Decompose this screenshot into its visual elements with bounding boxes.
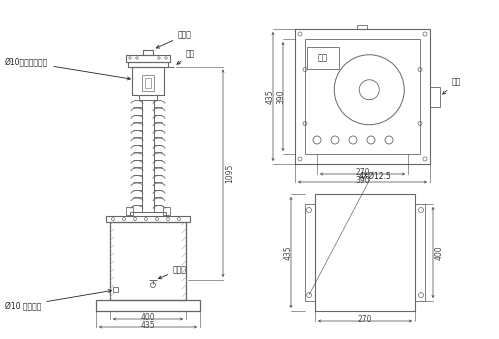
- Text: 400: 400: [141, 313, 155, 322]
- Bar: [139, 95, 157, 100]
- Bar: [315, 194, 415, 311]
- Bar: [163, 207, 170, 215]
- Bar: [96, 300, 200, 311]
- Text: 吸江: 吸江: [443, 78, 461, 94]
- Text: 1095: 1095: [225, 163, 234, 183]
- Bar: [126, 55, 170, 61]
- Text: 油标: 油标: [177, 49, 195, 64]
- Bar: [295, 29, 430, 164]
- Text: 放油阀: 放油阀: [158, 265, 187, 279]
- Bar: [113, 287, 118, 292]
- Text: 435: 435: [284, 245, 293, 260]
- Bar: [128, 61, 168, 66]
- Bar: [126, 207, 133, 215]
- Text: 400: 400: [435, 245, 444, 260]
- Text: 排气盖: 排气盖: [156, 31, 192, 48]
- Bar: [132, 66, 164, 95]
- Bar: [307, 47, 339, 69]
- Bar: [357, 25, 367, 29]
- Text: 390: 390: [276, 89, 285, 104]
- Text: 390: 390: [355, 176, 370, 185]
- Text: Ø10一次销接线柱: Ø10一次销接线柱: [5, 58, 130, 80]
- Text: 270: 270: [358, 315, 372, 324]
- Bar: [143, 49, 153, 55]
- Text: 标牌: 标牌: [318, 54, 328, 62]
- Bar: [415, 204, 425, 301]
- Text: 435: 435: [141, 321, 155, 330]
- Text: Ø10 接地螺丝: Ø10 接地螺丝: [5, 290, 111, 310]
- Bar: [305, 204, 315, 301]
- Bar: [106, 216, 190, 222]
- Text: 435: 435: [266, 89, 275, 104]
- Bar: [305, 39, 420, 154]
- Text: 270: 270: [355, 168, 370, 177]
- Bar: [110, 222, 186, 300]
- Text: 4XØ12.5: 4XØ12.5: [359, 172, 391, 180]
- Bar: [430, 86, 440, 106]
- Bar: [130, 212, 166, 216]
